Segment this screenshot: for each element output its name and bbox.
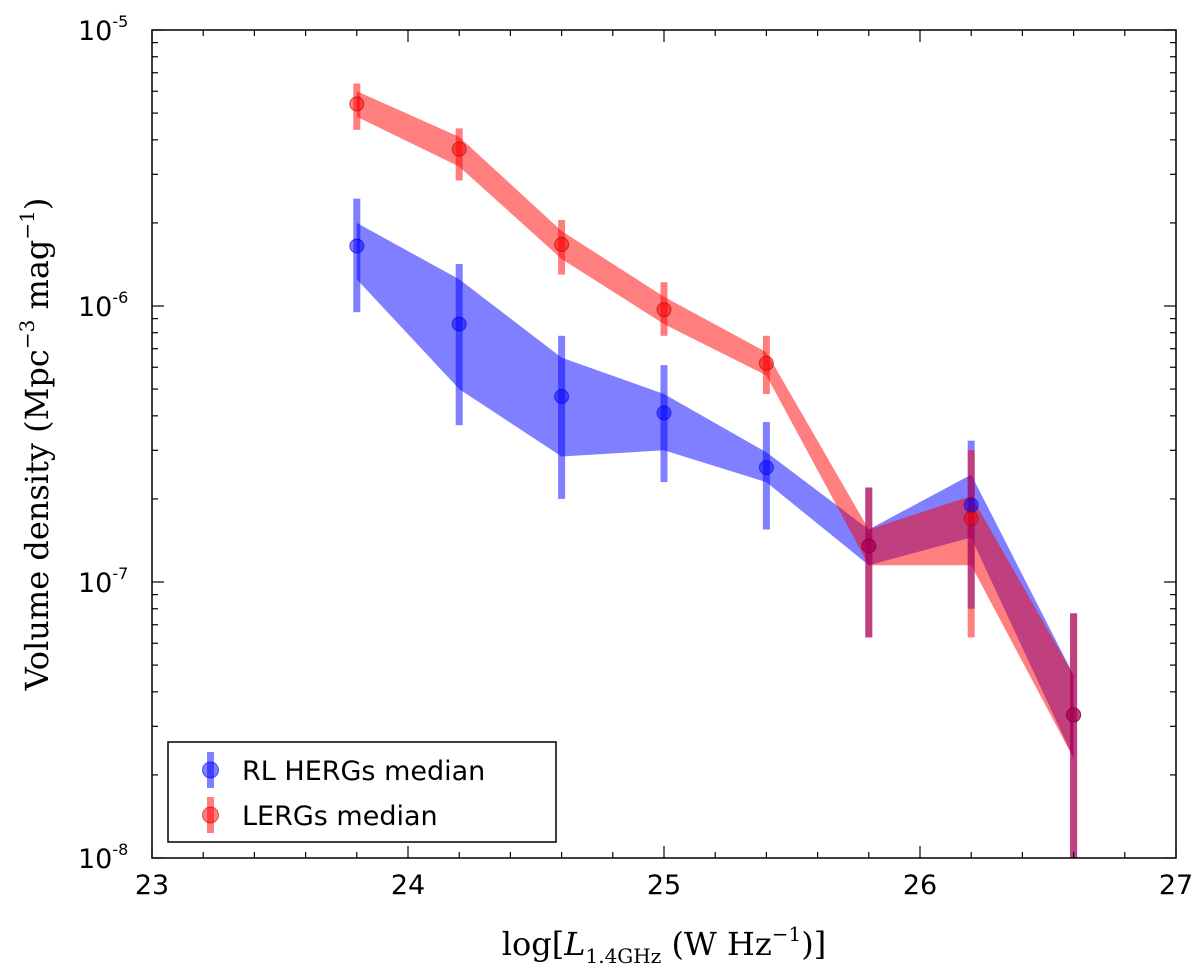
herg-point [758,460,774,475]
bands-layer [356,91,1074,759]
y-label-sup1: −3 [15,320,39,349]
x-tick-label: 23 [135,870,169,901]
herg-band [356,222,1074,759]
herg-point [656,405,672,421]
legend-herg-label: RL HERGs median [242,756,485,787]
y-tick-exp: -7 [112,564,128,583]
x-tick-label: 26 [903,870,937,901]
x-tick-label: 24 [391,870,425,901]
x-tick-labels: 23 24 25 26 27 [135,870,1193,901]
x-tick-label: 25 [647,870,681,901]
herg-point [451,316,467,332]
y-tick-labels: 10-810-710-610-5 [78,12,128,875]
y-tick-base: 10 [78,16,112,47]
herg-point [349,238,365,254]
y-tick-exp: -5 [112,12,128,31]
plot-frame [151,29,1177,859]
lerg-point [1066,707,1082,723]
lerg-point [451,141,467,157]
herg-errbar [353,198,361,313]
lerg-point [349,96,365,112]
lerg-errbar [1070,613,1078,858]
y-tick-label: 10-6 [78,288,128,323]
x-label-prefix: log[ [502,925,564,963]
lerg-point [656,302,672,318]
x-axis-label: log[L1.4GHz (W Hz−1)] [502,922,826,968]
markers-layer [349,96,1082,723]
y-tick-label: 10-5 [78,12,128,47]
lerg-point [554,237,570,252]
legend-lerg-label: LERGs median [242,801,438,832]
x-tick-label: 27 [1159,870,1193,901]
y-label-suffix: ) [18,198,56,210]
legend: RL HERGs median LERGs median [167,741,557,843]
x-label-suffix: )] [801,925,826,963]
legend-herg-marker [202,761,219,779]
y-tick-label: 10-7 [78,564,128,599]
herg-errbar [558,335,566,499]
lerg-errbar [865,487,873,638]
lerg-point [963,510,979,526]
x-label-mid: (W Hz [661,925,771,963]
y-label-text: Volume density (Mpc [18,349,56,691]
y-tick-base: 10 [78,568,112,599]
lerg-errbar [967,450,975,638]
herg-point [554,389,570,404]
x-label-sub: 1.4GHz [586,944,662,968]
x-label-sup: −1 [772,922,801,946]
lerg-point [758,355,774,371]
y-tick-exp: -8 [112,840,128,859]
herg-errbar [762,422,770,530]
x-label-var: L [563,925,585,963]
herg-point [963,497,979,513]
herg-errbar [660,365,668,483]
y-axis-label: Volume density (Mpc−3 mag−1) [15,198,56,692]
y-tick-exp: -6 [112,288,128,307]
y-tick-base: 10 [78,292,112,323]
y-label-sup2: −1 [15,210,39,239]
legend-box [167,741,557,843]
herg-errbar [455,264,463,426]
y-tick-base: 10 [78,844,112,875]
lerg-point [861,538,877,554]
y-label-mid: mag [18,240,56,320]
y-tick-label: 10-8 [78,840,128,875]
legend-lerg-marker [202,806,219,824]
